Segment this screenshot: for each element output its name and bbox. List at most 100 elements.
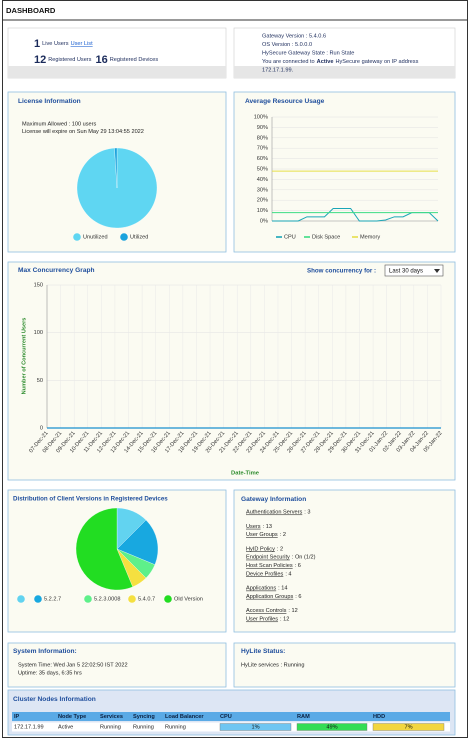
panel-title: Max Concurrency Graph bbox=[18, 267, 95, 274]
y-tick-label: 70% bbox=[257, 146, 268, 152]
y-tick-label: 0 bbox=[40, 425, 43, 431]
gateway-info-link[interactable]: User Groups bbox=[246, 532, 278, 538]
y-tick-label: 100% bbox=[254, 114, 268, 120]
panel-title: Gateway Information bbox=[241, 496, 306, 503]
panel-title: HyLite Status: bbox=[241, 648, 285, 655]
panel-title: License Information bbox=[18, 98, 81, 105]
panel-title: System Information: bbox=[13, 648, 77, 655]
legend-label: 5.4.0.7 bbox=[138, 596, 155, 602]
gateway-info-value: : 6 bbox=[295, 563, 301, 569]
registered-summary: 12 Registered Users 16 Registered Devices bbox=[34, 54, 158, 66]
panel bbox=[233, 91, 456, 253]
gateway-info-value: : 13 bbox=[263, 524, 272, 530]
column-header: Syncing bbox=[133, 714, 155, 720]
connection-prefix: You are connected to bbox=[262, 59, 315, 65]
legend-label: 5.2.3.0008 bbox=[94, 596, 120, 602]
gateway-info-value: : 14 bbox=[278, 586, 287, 592]
registered-users-count: 12 bbox=[34, 54, 46, 66]
gateway-info-link[interactable]: User Profiles bbox=[246, 616, 278, 622]
y-tick-label: 50 bbox=[37, 378, 43, 384]
x-axis-title: Date-Time bbox=[231, 471, 260, 477]
y-tick-label: 60% bbox=[257, 156, 268, 162]
table-cell: Running bbox=[100, 724, 121, 730]
license-annotation: License will expire on Sun May 29 13:04:… bbox=[22, 129, 144, 135]
legend-swatch bbox=[73, 233, 81, 241]
column-header: CPU bbox=[220, 714, 232, 720]
gateway-info-link[interactable]: Users bbox=[246, 524, 261, 530]
legend-swatch bbox=[17, 595, 25, 603]
gateway-info-link[interactable]: Application Groups bbox=[246, 594, 293, 600]
page-title: DASHBOARD bbox=[6, 6, 56, 15]
gateway-info-value: : 2 bbox=[280, 532, 286, 538]
gateway-info-link[interactable]: Applications bbox=[246, 586, 276, 592]
gateway-info-value: : 12 bbox=[288, 608, 297, 614]
panel-title: Distribution of Client Versions in Regis… bbox=[13, 496, 168, 503]
gateway-ip: 172.17.1.99. bbox=[262, 67, 294, 73]
gateway-info-value: : 3 bbox=[304, 509, 310, 515]
connection-state: Active bbox=[317, 59, 334, 65]
pie-slice bbox=[114, 147, 118, 189]
y-tick-label: 10% bbox=[257, 208, 268, 214]
gateway-info-link[interactable]: HyID Policy bbox=[246, 546, 275, 552]
gateway-info-link[interactable]: Device Profiles bbox=[246, 571, 284, 577]
legend-label: 5.2.2.7 bbox=[44, 596, 61, 602]
legend-swatch bbox=[164, 595, 172, 603]
column-header: RAM bbox=[297, 714, 310, 720]
legend-swatch bbox=[120, 233, 128, 241]
panel bbox=[7, 261, 456, 481]
y-tick-label: 80% bbox=[257, 135, 268, 141]
legend-label: Unutilized bbox=[83, 234, 108, 240]
gateway-info-value: : 4 bbox=[285, 571, 291, 577]
y-tick-label: 40% bbox=[257, 177, 268, 183]
license-annotation: Maximum Allowed : 100 users bbox=[22, 121, 97, 127]
connection-suffix: HySecure gateway on IP address bbox=[335, 59, 418, 65]
legend-label: Old Version bbox=[174, 596, 203, 602]
pie-slice bbox=[75, 507, 133, 591]
control-label: Show concurrency for : bbox=[307, 268, 376, 275]
gateway-info-value: : On (1/2) bbox=[292, 555, 316, 561]
usage-bar bbox=[296, 723, 368, 731]
table-cell: Running bbox=[165, 724, 186, 730]
registered-devices-label: Registered Devices bbox=[110, 57, 159, 63]
table-header bbox=[12, 712, 450, 721]
y-tick-label: 30% bbox=[257, 187, 268, 193]
gateway-info-link[interactable]: Authentication Servers bbox=[246, 509, 302, 515]
y-tick-label: 50% bbox=[257, 166, 268, 172]
system-info-line: Uptime: 35 days, 6:35 hrs bbox=[18, 670, 82, 676]
gateway-info-link[interactable]: Host Scan Policies bbox=[246, 563, 293, 569]
legend-label: Disk Space bbox=[312, 234, 340, 240]
live-users-label: Live Users bbox=[42, 41, 69, 47]
gateway-info-link[interactable]: Endpoint Security bbox=[246, 555, 290, 561]
live-users-count: 1 bbox=[34, 38, 40, 50]
legend-label: CPU bbox=[284, 234, 296, 240]
gateway-info-value: : 2 bbox=[277, 546, 283, 552]
gateway-info-value: : 6 bbox=[295, 594, 301, 600]
period-select[interactable] bbox=[384, 264, 444, 277]
live-users: 1 Live Users User List bbox=[34, 38, 93, 50]
usage-bar bbox=[219, 723, 292, 731]
column-header: Node Type bbox=[58, 714, 86, 720]
y-axis-title: Number of Concurrent Users bbox=[21, 318, 27, 395]
summary-strip bbox=[8, 66, 226, 78]
user-list-link[interactable]: User List bbox=[71, 41, 94, 47]
system-info-line: System Time: Wed Jan 5 22:02:50 IST 2022 bbox=[18, 662, 128, 668]
gateway-info-link[interactable]: Access Controls bbox=[246, 608, 287, 614]
panel-title: Average Resource Usage bbox=[245, 98, 325, 105]
registered-users-label: Registered Users bbox=[48, 57, 91, 63]
y-tick-label: 90% bbox=[257, 125, 268, 131]
panel bbox=[233, 642, 456, 688]
panel bbox=[233, 489, 456, 633]
legend-swatch bbox=[34, 595, 42, 603]
y-tick-label: 100 bbox=[34, 330, 43, 336]
table-cell: 172.17.1.99 bbox=[14, 724, 44, 730]
gateway-status-line: OS Version : 5.0.0.0 bbox=[262, 42, 312, 48]
gateway-status-strip bbox=[234, 66, 455, 78]
usage-label: 1% bbox=[251, 724, 259, 730]
usage-label: 49% bbox=[326, 724, 337, 730]
usage-bar bbox=[372, 723, 445, 731]
panel-title: Cluster Nodes Information bbox=[13, 696, 96, 703]
column-header: Load Balancer bbox=[165, 714, 204, 720]
column-header: IP bbox=[14, 714, 20, 720]
period-select-value[interactable]: Last 30 days bbox=[389, 269, 423, 275]
